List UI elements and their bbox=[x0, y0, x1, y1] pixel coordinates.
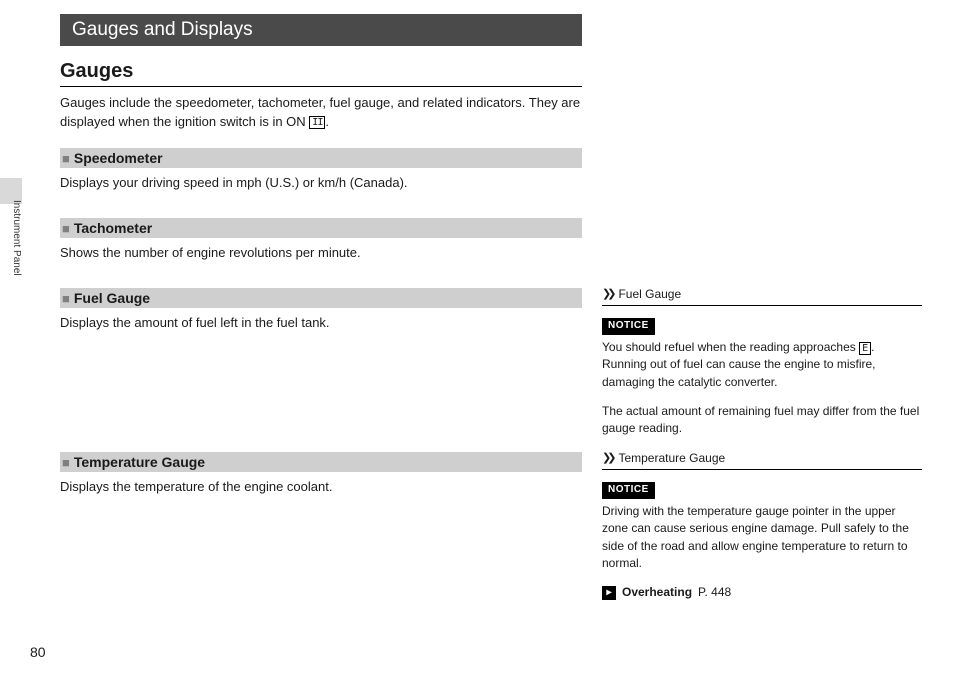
reference-page: P. 448 bbox=[698, 584, 731, 601]
side-note-temperature: ❯❯ Temperature Gauge NOTICE Driving with… bbox=[602, 450, 922, 602]
side-note-heading: ❯❯ Temperature Gauge bbox=[602, 450, 922, 470]
notice-tag: NOTICE bbox=[602, 318, 655, 335]
sub-heading-bar: ■ Speedometer bbox=[60, 148, 582, 168]
sub-heading-text: Tachometer bbox=[74, 220, 152, 236]
sub-heading-text: Temperature Gauge bbox=[74, 454, 205, 470]
chapter-header: Gauges and Displays bbox=[60, 14, 582, 46]
side-note-fuel: ❯❯ Fuel Gauge NOTICE You should refuel w… bbox=[602, 286, 922, 450]
sub-body-text: Displays the amount of fuel left in the … bbox=[60, 308, 582, 332]
sub-heading-bar: ■ Fuel Gauge bbox=[60, 288, 582, 308]
subsection-speedometer: ■ Speedometer Displays your driving spee… bbox=[60, 148, 582, 192]
page-number: 80 bbox=[30, 644, 46, 660]
intro-text-b: . bbox=[325, 114, 329, 129]
square-bullet-icon: ■ bbox=[62, 151, 70, 166]
side-note-title-text: Temperature Gauge bbox=[618, 450, 725, 467]
sub-body-text: Displays your driving speed in mph (U.S.… bbox=[60, 168, 582, 192]
sub-heading-bar: ■ Tachometer bbox=[60, 218, 582, 238]
note-text-a: You should refuel when the reading appro… bbox=[602, 340, 859, 354]
cross-reference: ▸ Overheating P. 448 bbox=[602, 584, 922, 601]
ignition-symbol: II bbox=[309, 116, 325, 129]
sub-body-text: Shows the number of engine revolutions p… bbox=[60, 238, 582, 262]
chevron-icon: ❯❯ bbox=[602, 451, 616, 467]
square-bullet-icon: ■ bbox=[62, 221, 70, 236]
subsection-tachometer: ■ Tachometer Shows the number of engine … bbox=[60, 218, 582, 262]
sub-heading-bar: ■ Temperature Gauge bbox=[60, 452, 582, 472]
section-title: Gauges bbox=[60, 60, 133, 83]
sub-heading-text: Fuel Gauge bbox=[74, 290, 150, 306]
section-rule bbox=[60, 86, 582, 87]
side-note-paragraph: Driving with the temperature gauge point… bbox=[602, 503, 922, 573]
chevron-icon: ❯❯ bbox=[602, 287, 616, 303]
empty-symbol: E bbox=[859, 342, 871, 355]
side-note-title-text: Fuel Gauge bbox=[618, 286, 681, 303]
reference-icon: ▸ bbox=[602, 586, 616, 600]
square-bullet-icon: ■ bbox=[62, 291, 70, 306]
reference-title: Overheating bbox=[622, 584, 692, 601]
chapter-title: Gauges and Displays bbox=[72, 19, 253, 41]
side-tab-label: Instrument Panel bbox=[11, 200, 22, 276]
subsection-temperature-gauge: ■ Temperature Gauge Displays the tempera… bbox=[60, 452, 582, 496]
manual-page: Gauges and Displays Instrument Panel Gau… bbox=[0, 0, 954, 674]
side-note-heading: ❯❯ Fuel Gauge bbox=[602, 286, 922, 306]
side-note-paragraph: The actual amount of remaining fuel may … bbox=[602, 403, 922, 438]
side-note-paragraph: You should refuel when the reading appro… bbox=[602, 339, 922, 391]
subsection-fuel-gauge: ■ Fuel Gauge Displays the amount of fuel… bbox=[60, 288, 582, 332]
square-bullet-icon: ■ bbox=[62, 455, 70, 470]
notice-tag: NOTICE bbox=[602, 482, 655, 499]
section-intro: Gauges include the speedometer, tachomet… bbox=[60, 94, 582, 132]
sub-body-text: Displays the temperature of the engine c… bbox=[60, 472, 582, 496]
sub-heading-text: Speedometer bbox=[74, 150, 163, 166]
